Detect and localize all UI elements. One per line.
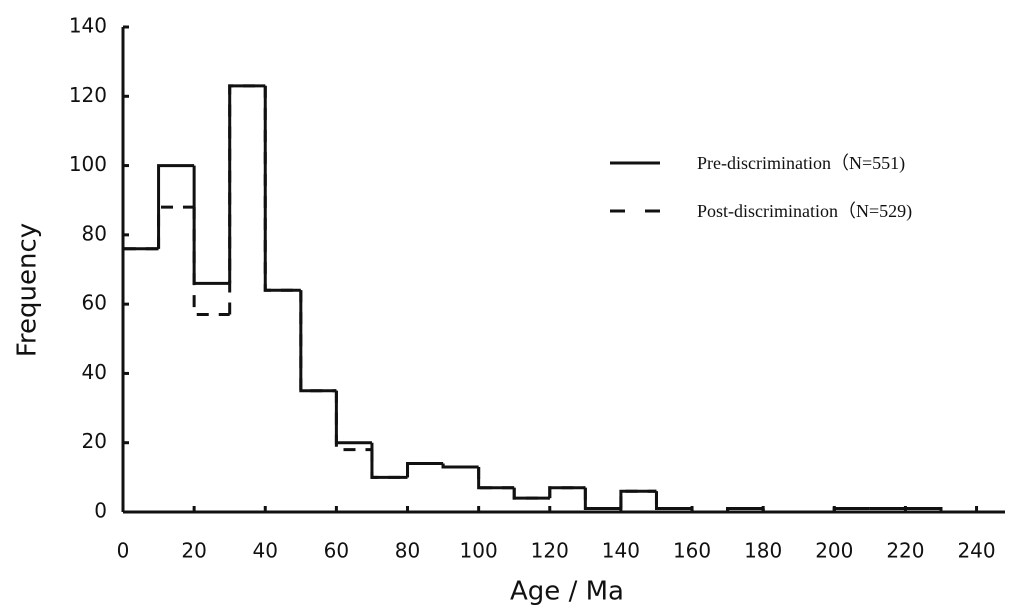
- histogram-step: [583, 487, 621, 511]
- y-tick-label: 0: [94, 499, 107, 523]
- y-tick-label: 20: [82, 429, 107, 453]
- histogram-step: [334, 390, 372, 445]
- x-tick-label: 240: [957, 539, 995, 563]
- legend-label: Pre-discrimination（N=551): [697, 153, 905, 174]
- histogram-step: [192, 165, 230, 285]
- y-tick-label: 140: [69, 14, 107, 38]
- histogram-step: [654, 491, 693, 511]
- histogram-step: [299, 290, 337, 393]
- y-tick-label: 80: [82, 221, 107, 245]
- histogram-step: [370, 442, 408, 479]
- histogram-step: [477, 466, 515, 490]
- x-tick-label: 120: [531, 539, 569, 563]
- histogram-step: [228, 84, 266, 315]
- x-tick-label: 80: [395, 539, 420, 563]
- histogram-step: [263, 85, 301, 292]
- y-axis-title: Frequency: [13, 223, 43, 357]
- x-tick-label: 20: [181, 539, 206, 563]
- histogram-step: [690, 508, 728, 514]
- histogram-step: [334, 390, 372, 452]
- histogram-step: [157, 164, 195, 249]
- histogram-step: [832, 507, 870, 512]
- histogram-step: [441, 463, 479, 469]
- y-tick-label: 120: [69, 83, 107, 107]
- legend-label: Post-discrimination（N=529): [697, 201, 912, 222]
- histogram-step: [406, 462, 444, 478]
- y-tick-label: 60: [82, 291, 107, 315]
- histogram-step: [299, 290, 337, 393]
- histogram-step: [583, 487, 621, 511]
- histogram-step: [192, 207, 230, 317]
- x-tick-label: 220: [886, 539, 924, 563]
- histogram-step: [263, 85, 301, 292]
- y-tick-label: 100: [69, 152, 107, 176]
- histogram-step: [619, 489, 657, 509]
- x-axis-title: Age / Ma: [510, 577, 624, 607]
- x-tick-label: 40: [253, 539, 278, 563]
- histogram-step: [726, 507, 764, 512]
- y-tick-label: 40: [82, 360, 107, 384]
- x-tick-label: 0: [117, 539, 130, 563]
- x-tick-label: 100: [460, 539, 498, 563]
- histogram-step: [121, 247, 159, 512]
- histogram-step: [370, 449, 408, 479]
- histogram-step: [548, 486, 586, 499]
- x-tick-label: 180: [744, 539, 782, 563]
- x-tick-label: 160: [673, 539, 711, 563]
- x-tick-label: 140: [602, 539, 640, 563]
- histogram-step: [619, 489, 657, 509]
- histogram-step: [548, 486, 586, 499]
- histogram-step: [121, 247, 159, 512]
- histogram-step: [512, 487, 550, 500]
- histogram-step: [905, 507, 943, 512]
- histogram-step: [761, 508, 799, 514]
- histogram-step: [512, 487, 550, 500]
- histogram-step: [477, 466, 515, 490]
- histogram-step: [406, 462, 444, 478]
- histogram-step: [157, 205, 195, 249]
- histogram-step: [228, 84, 266, 284]
- x-tick-label: 60: [324, 539, 349, 563]
- x-tick-label: 200: [815, 539, 853, 563]
- histogram-step: [654, 491, 693, 511]
